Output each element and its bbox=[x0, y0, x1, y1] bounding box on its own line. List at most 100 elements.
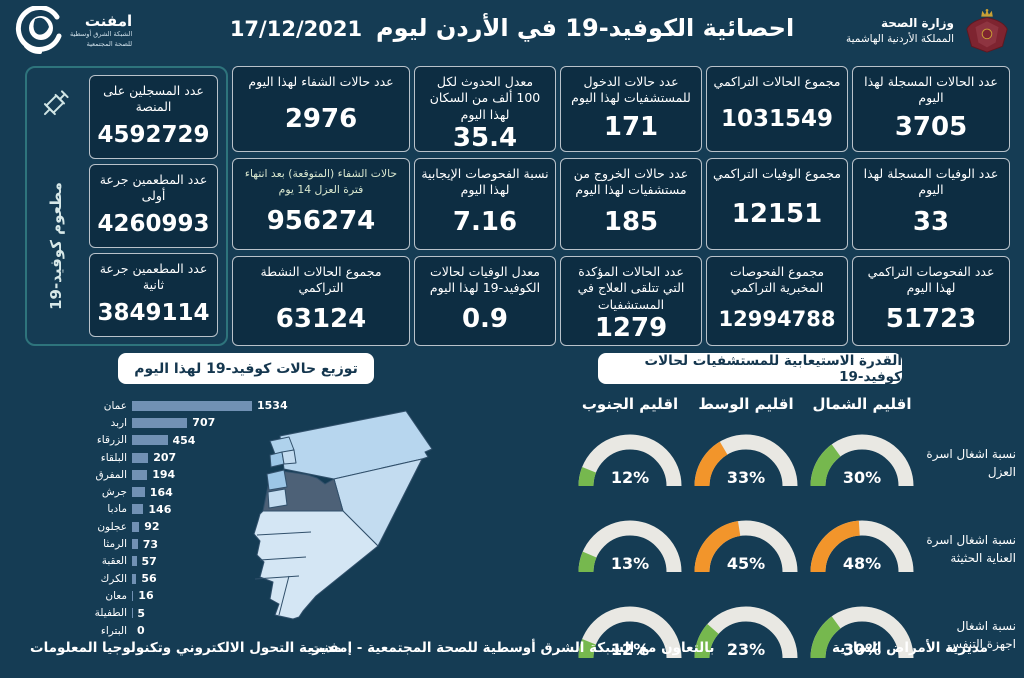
syringe-icon bbox=[37, 82, 77, 122]
bar-fill bbox=[132, 435, 168, 445]
stat-card-value: 956274 bbox=[233, 197, 409, 249]
bar-fill bbox=[132, 487, 145, 497]
bar-label: البلقاء bbox=[84, 452, 132, 464]
ministry-name: وزارة الصحة bbox=[846, 14, 954, 32]
stat-card: حالات الشفاء (المتوقعة) بعد انتهاء فترة … bbox=[232, 158, 410, 250]
gauge-percent: 30% bbox=[843, 468, 881, 487]
bar-value: 454 bbox=[173, 434, 196, 447]
stat-card-label: عدد الحالات المسجلة لهذا اليوم bbox=[853, 67, 1009, 107]
bar-label: المفرق bbox=[84, 469, 132, 481]
bar-label: عمان bbox=[84, 400, 132, 412]
bar-fill bbox=[132, 591, 133, 601]
bar-fill bbox=[132, 574, 136, 584]
gauge: 30% bbox=[806, 430, 918, 496]
bar-fill bbox=[132, 539, 138, 549]
map-region-south-body bbox=[254, 511, 378, 619]
stat-card: معدل الحدوث لكل 100 ألف من السكان لهذا ا… bbox=[414, 66, 556, 152]
map-region-jerash bbox=[282, 450, 296, 464]
gauge: 12% bbox=[574, 430, 686, 496]
stat-card-label: معدل الوفيات لحالات الكوفيد-19 لهذا اليو… bbox=[415, 257, 555, 297]
capacity-title: القدرة الاستيعابية للمستشفيات لحالات كوف… bbox=[598, 353, 902, 384]
gauge-arc: 30% bbox=[806, 430, 918, 496]
kingdom-name: المملكة الأردنية الهاشمية bbox=[846, 32, 954, 48]
bar-fill bbox=[132, 556, 137, 566]
gauge-percent: 48% bbox=[843, 554, 881, 573]
stat-card-label: عدد الوفيات المسجلة لهذا اليوم bbox=[853, 159, 1009, 199]
map-region-balqa bbox=[267, 470, 287, 490]
ministry-block: وزارة الصحة المملكة الأردنية الهاشمية bbox=[846, 7, 1012, 55]
bar-label: اربد bbox=[84, 417, 132, 429]
stat-card-value: 2976 bbox=[233, 90, 409, 151]
bar-fill bbox=[132, 504, 143, 514]
gauge-arc: 48% bbox=[806, 516, 918, 582]
stat-card: عدد الحالات المؤكدة التي تتلقى العلاج في… bbox=[560, 256, 702, 346]
footer-emphnet-collaboration: بالتعاون مع الشبكة الشرق أوسطية للصحة ال… bbox=[310, 640, 715, 656]
map-region-madaba bbox=[268, 489, 287, 508]
bar-label: الزرقاء bbox=[84, 434, 132, 446]
bar-label: مادبا bbox=[84, 503, 132, 515]
stat-card-value: 185 bbox=[561, 199, 701, 250]
logo-subtitle-1: الشبكة الشرق أوسطية bbox=[70, 30, 132, 40]
stat-card-label: حالات الشفاء (المتوقعة) بعد انتهاء فترة … bbox=[233, 159, 409, 197]
gauge-percent: 45% bbox=[727, 554, 765, 573]
gauge-arc: 13% bbox=[574, 516, 686, 582]
report-date: 17/12/2021 bbox=[230, 17, 362, 41]
stat-card-label: عدد حالات الدخول للمستشفيات لهذا اليوم bbox=[561, 67, 701, 107]
vaccination-vertical-label: مطعوم كوفيد-19 bbox=[47, 182, 65, 310]
bar-value: 146 bbox=[148, 503, 171, 516]
stat-card-label: مجموع الحالات التراكمي bbox=[707, 67, 847, 90]
bar-value: 56 bbox=[141, 572, 156, 585]
bar-label: عجلون bbox=[84, 521, 132, 533]
stat-card-value: 33 bbox=[853, 199, 1009, 250]
gauge-arc: 23% bbox=[690, 602, 802, 668]
emphnet-logo: امفنت الشبكة الشرق أوسطية للصحة المجتمعي… bbox=[14, 6, 132, 56]
stat-card-value: 3705 bbox=[853, 107, 1009, 152]
stat-card-value: 0.9 bbox=[415, 297, 555, 346]
stat-card-value: 4592729 bbox=[90, 116, 217, 159]
stat-card-label: عدد حالات الخروج من مستشفيات لهذا اليوم bbox=[561, 159, 701, 199]
bar-fill bbox=[132, 470, 147, 480]
gauge-arc: 12% bbox=[574, 602, 686, 668]
stat-card-label: عدد المسجلين على المنصة bbox=[90, 76, 217, 116]
stat-card-label: عدد الفحوصات التراكمي لهذا اليوم bbox=[853, 257, 1009, 297]
stat-card-label: مجموع الوفيات التراكمي bbox=[707, 159, 847, 182]
bar-value: 164 bbox=[150, 486, 173, 499]
stat-card-value: 35.4 bbox=[415, 123, 555, 152]
gauge: 23% bbox=[690, 602, 802, 668]
gauge-percent: 13% bbox=[611, 554, 649, 573]
gauge-row-label: نسبة اشغال اسرة العزل bbox=[924, 445, 1016, 481]
gauge: 33% bbox=[690, 430, 802, 496]
gauge-arc: 33% bbox=[690, 430, 802, 496]
bar-value: 16 bbox=[138, 589, 153, 602]
bar-value: 73 bbox=[143, 538, 158, 551]
stat-card-label: نسبة الفحوصات الإيجابية لهذا اليوم bbox=[415, 159, 555, 199]
gauge-row-label: نسبة اشغال اسرة العناية الحثيثة bbox=[924, 531, 1016, 567]
jordan-coat-of-arms-icon bbox=[962, 7, 1012, 55]
bar-label: العقبة bbox=[84, 555, 132, 567]
bar-value: 207 bbox=[153, 451, 176, 464]
stat-card: معدل الوفيات لحالات الكوفيد-19 لهذا اليو… bbox=[414, 256, 556, 346]
stat-card-value: 12151 bbox=[707, 182, 847, 249]
gauge: 45% bbox=[690, 516, 802, 582]
logo-subtitle-2: للصحة المجتمعية bbox=[87, 40, 133, 50]
vaccination-strip: مطعوم كوفيد-19 bbox=[29, 68, 83, 344]
stat-card-value: 171 bbox=[561, 107, 701, 152]
bar-value: 707 bbox=[192, 416, 215, 429]
gauge: 12% bbox=[574, 602, 686, 668]
bar-value: 5 bbox=[137, 607, 145, 620]
stat-card-value: 3849114 bbox=[90, 294, 217, 337]
stat-card-label: مجموع الفحوصات المخبرية التراكمي bbox=[707, 257, 847, 297]
bar-fill bbox=[132, 522, 139, 532]
bar-fill bbox=[132, 453, 148, 463]
globe-icon bbox=[14, 6, 64, 56]
